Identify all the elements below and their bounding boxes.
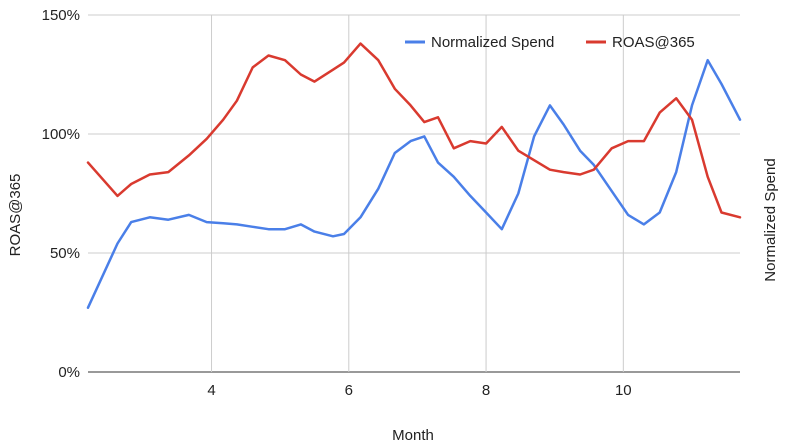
y-axis-title-right: Normalized Spend [762, 158, 779, 281]
y-tick-label: 50% [50, 245, 80, 262]
y-axis-title-left: ROAS@365 [7, 174, 24, 257]
y-tick-label: 100% [42, 126, 80, 143]
y-tick-label: 150% [42, 7, 80, 24]
grid [88, 14, 740, 373]
legend-label: ROAS@365 [612, 34, 695, 51]
series-lines [86, 42, 742, 309]
x-tick-label: 10 [615, 382, 632, 399]
y-tick-label: 0% [58, 364, 80, 381]
x-tick-label: 6 [345, 382, 353, 399]
x-tick-label: 4 [207, 382, 215, 399]
series-line-roas-365 [86, 42, 742, 219]
x-axis-title: Month [392, 427, 434, 444]
legend: Normalized Spend ROAS@365 [405, 34, 695, 51]
tick-labels: 0% 50% 100% 150% 4 6 8 10 [42, 7, 632, 399]
series-line-normalized-spend [86, 58, 742, 309]
legend-label: Normalized Spend [431, 34, 554, 51]
x-tick-label: 8 [482, 382, 490, 399]
